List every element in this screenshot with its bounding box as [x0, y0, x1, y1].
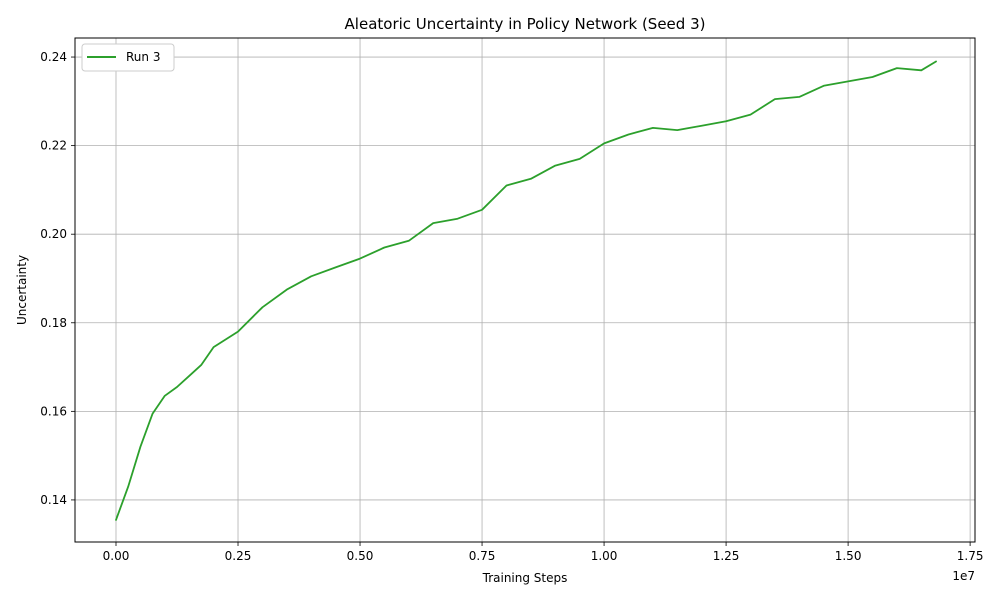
y-axis-title: Uncertainty: [15, 255, 29, 325]
plot-frame: [74, 37, 976, 543]
x-tick-label: 0.00: [103, 549, 130, 563]
x-tick-label: 0.50: [347, 549, 374, 563]
legend-box: [81, 43, 175, 72]
x-axis-title: Training Steps: [482, 571, 568, 585]
y-axis: 0.14 0.16 0.18 0.20 0.22 0.24: [40, 50, 75, 507]
series-layer: [115, 60, 937, 521]
x-tick-label: 0.75: [469, 549, 496, 563]
x-tick-label: 1.50: [835, 549, 862, 563]
x-tick-label: 1.00: [591, 549, 618, 563]
legend-label: Run 3: [126, 50, 160, 64]
chart-title: Aleatoric Uncertainty in Policy Network …: [345, 15, 706, 33]
x-axis-offset-label: 1e7: [952, 569, 975, 583]
x-tick-label: 1.75: [957, 549, 984, 563]
series-line-1: [115, 60, 937, 521]
y-tick-label: 0.20: [40, 227, 67, 241]
y-tick-label: 0.16: [40, 404, 67, 418]
y-tick-label: 0.18: [40, 316, 67, 330]
y-tick-label: 0.22: [40, 139, 67, 153]
y-tick-label: 0.14: [40, 493, 67, 507]
x-tick-label: 0.25: [225, 549, 252, 563]
x-axis: 0.00 0.25 0.50 0.75 1.00 1.25 1.50 1.75: [103, 542, 984, 563]
x-tick-label: 1.25: [713, 549, 740, 563]
y-tick-label: 0.24: [40, 50, 67, 64]
legend: Run 3: [81, 43, 175, 72]
